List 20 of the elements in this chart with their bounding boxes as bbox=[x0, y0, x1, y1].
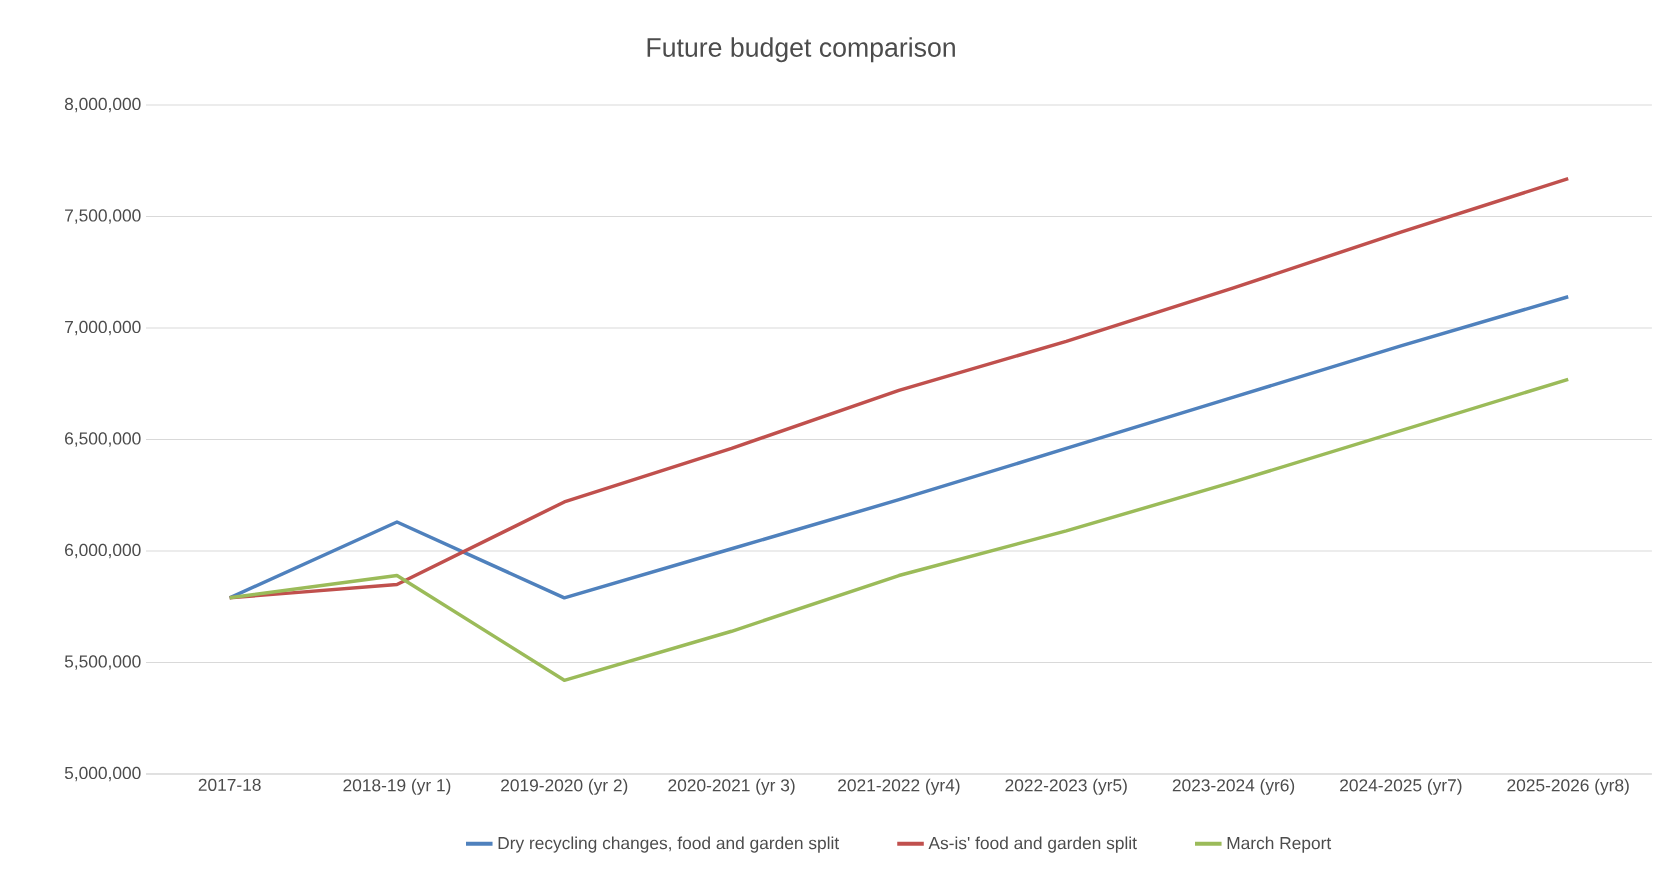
x-tick-label: 2022-2023 (yr5) bbox=[1005, 778, 1127, 795]
x-tick-label: 2023-2024 (yr6) bbox=[1172, 778, 1295, 795]
y-tick-label: 7,000,000 bbox=[65, 320, 141, 336]
x-tick-label: 2018-19 (yr 1) bbox=[343, 778, 451, 795]
x-tick-label: 2020-2021 (yr 3) bbox=[668, 778, 795, 795]
y-tick-label: 5,000,000 bbox=[64, 766, 141, 782]
y-tick-label: 5,500,000 bbox=[64, 655, 141, 670]
legend-label: Dry recycling changes, food and garden split bbox=[498, 836, 840, 853]
x-tick-label: 2024-2025 (yr7) bbox=[1340, 778, 1462, 795]
chart-title: Future budget comparison bbox=[647, 37, 955, 63]
y-tick-label: 6,000,000 bbox=[65, 543, 141, 559]
x-tick-label: 2025-2026 (yr8) bbox=[1507, 778, 1629, 795]
y-tick-label: 7,500,000 bbox=[65, 209, 141, 224]
legend-label: March Report bbox=[1227, 836, 1332, 853]
x-tick-label: 2017-18 bbox=[198, 778, 261, 791]
y-tick-label: 8,000,000 bbox=[64, 97, 141, 113]
x-tick-label: 2019-2020 (yr 2) bbox=[501, 778, 628, 795]
x-tick-label: 2021-2022 (yr4) bbox=[838, 778, 960, 795]
y-tick-label: 6,500,000 bbox=[65, 432, 141, 447]
legend-label: As-is' food and garden split bbox=[928, 836, 1137, 853]
